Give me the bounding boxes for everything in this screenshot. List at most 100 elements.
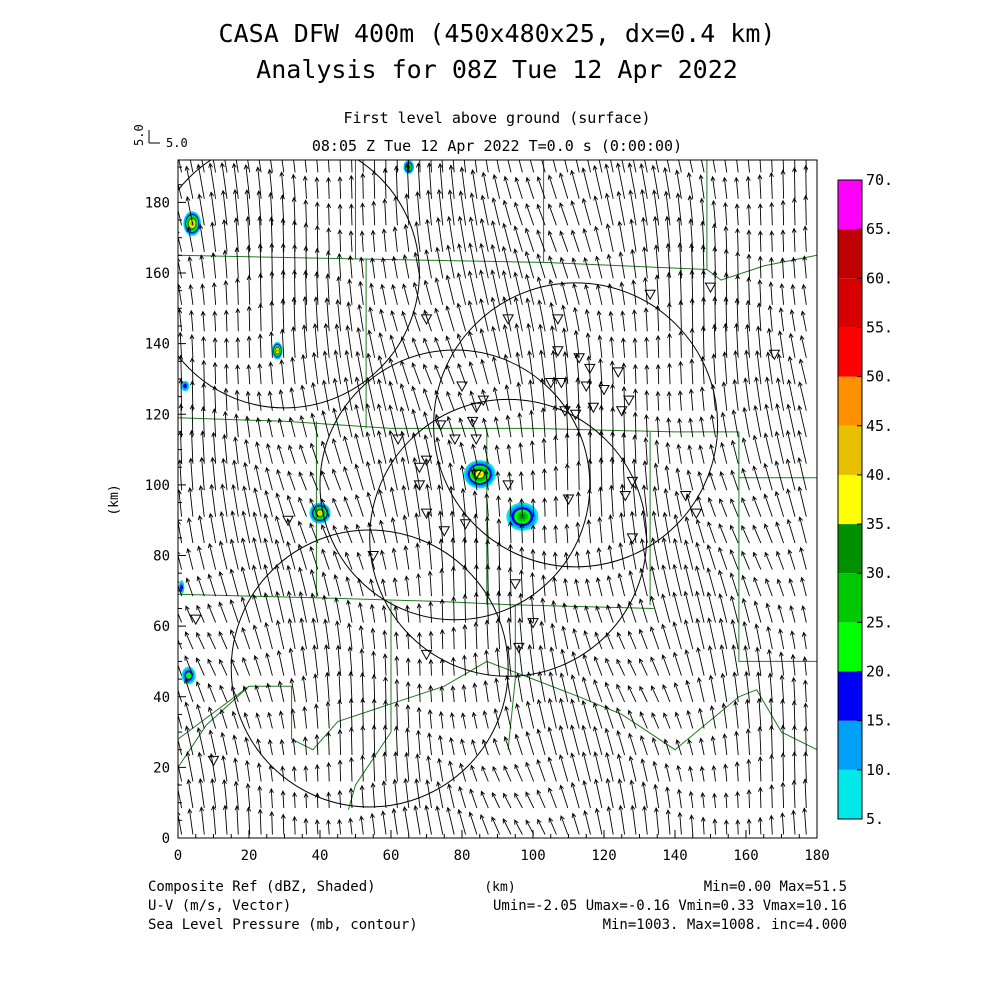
valid-timestamp: 08:05 Z Tue 12 Apr 2022 T=0.0 s (0:00:00… bbox=[312, 137, 682, 155]
colorbar-label: 60. bbox=[866, 269, 893, 287]
x-axis-label: (km) bbox=[484, 880, 515, 895]
range-ring bbox=[433, 282, 719, 568]
station-marker bbox=[615, 406, 628, 417]
x-tick-label: 100 bbox=[520, 848, 545, 864]
level-subtitle: First level above ground (surface) bbox=[343, 109, 650, 127]
y-tick-label: 40 bbox=[153, 690, 170, 706]
colorbar-label: 65. bbox=[866, 220, 893, 238]
station-marker bbox=[580, 381, 593, 393]
station-marker bbox=[207, 755, 220, 767]
station-marker bbox=[189, 614, 202, 626]
x-tick-label: 60 bbox=[383, 848, 400, 864]
reflectivity-cell bbox=[180, 380, 190, 392]
footer-field2-stats: Umin=-2.05 Umax=-0.16 Vmin=0.33 Vmax=10.… bbox=[493, 898, 847, 914]
station-marker bbox=[644, 289, 656, 301]
x-tick-label: 80 bbox=[454, 848, 471, 864]
colorbar-swatch bbox=[838, 720, 862, 770]
station-marker bbox=[704, 282, 717, 294]
y-tick-label: 0 bbox=[162, 831, 170, 847]
colorbar-swatch bbox=[838, 622, 862, 672]
footer-field3-stats: Min=1003. Max=1008. inc=4.000 bbox=[603, 917, 847, 933]
range-ring bbox=[369, 398, 648, 677]
reflectivity-cell bbox=[181, 666, 196, 685]
station-marker bbox=[470, 434, 483, 445]
station-marker bbox=[544, 377, 557, 389]
vector-scale-label: 5.0 bbox=[166, 136, 188, 150]
x-tick-label: 120 bbox=[591, 848, 616, 864]
reflectivity-contour bbox=[318, 511, 322, 515]
colorbar-label: 25. bbox=[866, 613, 893, 631]
vector-scale-value: 5.0 bbox=[132, 124, 146, 146]
x-tick-label: 180 bbox=[804, 848, 829, 864]
station-marker bbox=[438, 526, 451, 537]
station-marker bbox=[449, 434, 461, 445]
y-tick-label: 120 bbox=[145, 407, 170, 423]
station-marker bbox=[619, 490, 632, 502]
station-marker bbox=[502, 480, 514, 491]
station-marker bbox=[466, 416, 479, 428]
colorbar-swatch bbox=[838, 524, 862, 574]
reflectivity-cell bbox=[272, 341, 283, 360]
colorbar-swatch bbox=[838, 671, 862, 721]
y-tick-label: 60 bbox=[153, 619, 170, 635]
station-marker bbox=[527, 618, 539, 629]
station-marker bbox=[573, 353, 585, 364]
radar-range-rings bbox=[178, 160, 719, 808]
station-marker bbox=[559, 406, 571, 417]
colorbar-label: 15. bbox=[866, 712, 893, 730]
wind-vectors bbox=[178, 160, 809, 835]
colorbar-swatch bbox=[838, 769, 862, 819]
colorbar-label: 35. bbox=[866, 515, 893, 533]
station-marker bbox=[612, 367, 625, 378]
station-marker bbox=[552, 314, 564, 325]
footer-legend: Composite Ref (dBZ, Shaded) Min=0.00 Max… bbox=[148, 879, 847, 933]
station-marker bbox=[587, 402, 600, 414]
colorbar-swatch bbox=[838, 180, 862, 230]
station-markers bbox=[189, 282, 781, 767]
colorbar-swatch bbox=[838, 278, 862, 328]
figure-title-line1: CASA DFW 400m (450x480x25, dx=0.4 km) bbox=[219, 19, 776, 48]
footer-field2: U-V (m/s, Vector) bbox=[148, 898, 291, 914]
vector-scale-reference: 5.0 5.0 bbox=[132, 124, 188, 150]
station-marker bbox=[562, 494, 575, 506]
colorbar-label: 5. bbox=[866, 810, 884, 828]
x-tick-label: 0 bbox=[174, 848, 182, 864]
station-marker bbox=[367, 551, 380, 562]
plot-area: 0 20 40 60 80 100 120 140 160 180 0 20 40 60 80 100 120 1… bbox=[145, 159, 830, 864]
station-marker bbox=[555, 377, 568, 389]
x-tick-label: 140 bbox=[662, 848, 687, 864]
wind-vector-field bbox=[178, 160, 809, 835]
station-marker bbox=[392, 434, 404, 445]
station-marker bbox=[626, 533, 639, 544]
colorbar-label: 20. bbox=[866, 663, 893, 681]
station-marker bbox=[509, 579, 522, 590]
x-tick-label: 40 bbox=[312, 848, 329, 864]
county-line bbox=[347, 601, 392, 810]
colorbar-label: 10. bbox=[866, 761, 893, 779]
reflectivity-cell bbox=[463, 460, 496, 489]
y-tick-label: 140 bbox=[145, 337, 170, 353]
station-marker bbox=[502, 314, 514, 325]
station-marker bbox=[626, 476, 639, 488]
colorbar: 5. 10. 15. 20. 25. 30. 35. 40. 45. 50. 55. 60. 65. 70… bbox=[837, 171, 893, 828]
county-lines-layer bbox=[178, 160, 817, 810]
colorbar-swatch bbox=[838, 327, 862, 377]
county-line bbox=[738, 477, 817, 662]
colorbar-swatch bbox=[838, 229, 862, 279]
colorbar-swatch bbox=[838, 474, 862, 525]
station-marker bbox=[598, 385, 610, 396]
y-tick-label: 160 bbox=[145, 266, 170, 282]
station-marker bbox=[690, 508, 703, 520]
station-marker bbox=[459, 519, 472, 530]
station-marker bbox=[282, 515, 294, 527]
station-marker bbox=[420, 649, 433, 661]
station-marker bbox=[470, 402, 483, 414]
colorbar-swatch bbox=[838, 573, 862, 623]
y-axis-label: (km) bbox=[107, 484, 122, 515]
colorbar-label: 45. bbox=[866, 417, 893, 435]
footer-field1-stats: Min=0.00 Max=51.5 bbox=[704, 879, 847, 895]
station-marker bbox=[413, 462, 426, 474]
county-line bbox=[178, 660, 817, 751]
colorbar-swatch bbox=[838, 425, 862, 475]
station-marker bbox=[413, 480, 426, 491]
